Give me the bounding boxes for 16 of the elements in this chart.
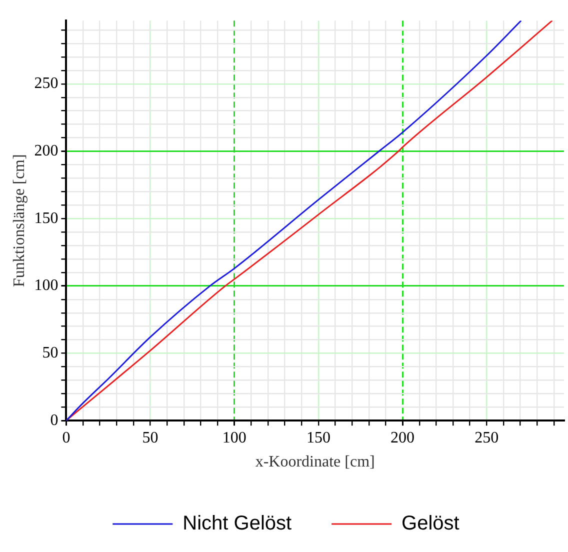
y-tick-label: 50	[42, 344, 58, 362]
x-tick-label: 250	[474, 429, 499, 446]
x-tick-label: 200	[390, 429, 415, 446]
x-axis-title: x-Koordinate [cm]	[255, 454, 375, 471]
y-axis-title: Funktionslänge [cm]	[10, 154, 28, 288]
x-tick-label: 0	[62, 429, 70, 446]
x-tick-label: 50	[142, 429, 158, 446]
x-tick-label: 100	[222, 429, 246, 446]
y-tick-label: 250	[34, 75, 58, 92]
x-tick-label: 150	[306, 429, 330, 446]
legend-label: Nicht Gelöst	[182, 512, 292, 535]
y-tick-label: 100	[34, 277, 58, 294]
legend-label: Gelöst	[402, 512, 460, 535]
y-tick-label: 200	[34, 142, 58, 160]
y-tick-label: 0	[50, 412, 58, 429]
y-tick-label: 150	[34, 210, 58, 227]
